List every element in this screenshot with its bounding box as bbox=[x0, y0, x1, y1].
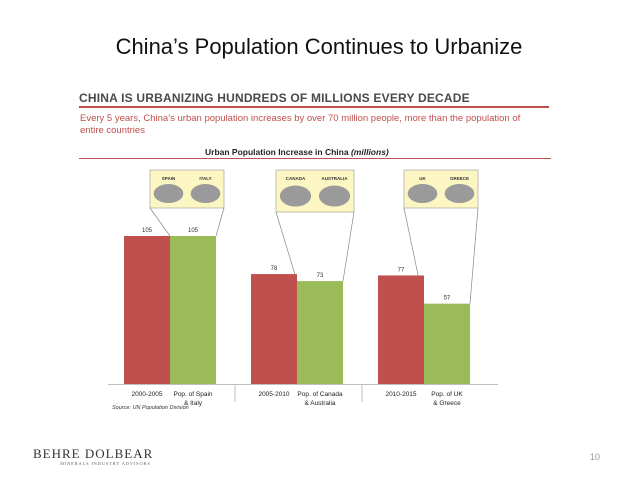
china-bar bbox=[251, 274, 297, 384]
header-rule bbox=[79, 106, 549, 108]
chart-subtitle: Every 5 years, China’s urban population … bbox=[80, 113, 521, 136]
slide-title: China’s Population Continues to Urbanize bbox=[115, 34, 523, 59]
callout-connector bbox=[215, 207, 225, 237]
callout-connector bbox=[149, 207, 171, 237]
brand-logo-text: BEHRE DOLBEAR bbox=[33, 446, 154, 461]
country-map-icon bbox=[153, 184, 184, 204]
map-label: ITALY bbox=[199, 176, 211, 181]
china-bar bbox=[124, 236, 170, 384]
country-map-icon bbox=[444, 184, 475, 204]
china-bar-value: 78 bbox=[271, 266, 278, 272]
page-number: 10 bbox=[590, 452, 601, 462]
heading-rule bbox=[79, 158, 551, 159]
country-tick-label: Pop. of Spain bbox=[173, 391, 212, 398]
country-bar-value: 57 bbox=[444, 296, 451, 302]
country-bar-value: 105 bbox=[188, 228, 199, 234]
china-bar-value: 105 bbox=[142, 228, 153, 234]
callout-connector bbox=[275, 211, 298, 282]
chart-heading: Urban Population Increase in China (mill… bbox=[205, 147, 389, 157]
brand-tagline: MINERALS INDUSTRY ADVISORS bbox=[60, 461, 151, 466]
country-bar bbox=[297, 281, 343, 384]
country-bar-value: 73 bbox=[317, 273, 324, 279]
country-bar bbox=[170, 236, 216, 384]
china-bar-value: 77 bbox=[398, 267, 405, 273]
country-bar bbox=[424, 303, 470, 384]
china-bar bbox=[378, 275, 424, 384]
country-map-icon bbox=[279, 185, 312, 207]
chart-header: CHINA IS URBANIZING HUNDREDS OF MILLIONS… bbox=[79, 91, 470, 105]
chart-heading-text: Urban Population Increase in China bbox=[205, 147, 349, 157]
china-tick-label: 2005-2010 bbox=[258, 391, 289, 398]
country-tick-label: Pop. of UK bbox=[431, 391, 463, 398]
source-note: Source: UN Population Division bbox=[112, 405, 189, 411]
map-label: UK bbox=[419, 176, 426, 181]
country-tick-label: & Australia bbox=[304, 400, 335, 407]
country-tick-label: & Italy bbox=[184, 400, 203, 407]
callout-connector bbox=[469, 207, 479, 304]
map-label: AUSTRALIA bbox=[322, 176, 349, 181]
country-tick-label: & Greece bbox=[433, 400, 461, 407]
map-label: GREECE bbox=[450, 176, 469, 181]
map-label: SPAIN bbox=[162, 176, 175, 181]
china-tick-label: 2000-2005 bbox=[131, 391, 162, 398]
map-label: CANADA bbox=[286, 176, 306, 181]
country-map-icon bbox=[190, 184, 221, 204]
china-tick-label: 2010-2015 bbox=[385, 391, 416, 398]
country-tick-label: Pop. of Canada bbox=[297, 391, 343, 398]
country-map-icon bbox=[407, 184, 438, 204]
chart-heading-units: (millions) bbox=[350, 147, 389, 157]
callout-connector bbox=[342, 211, 355, 282]
country-map-icon bbox=[318, 185, 351, 207]
